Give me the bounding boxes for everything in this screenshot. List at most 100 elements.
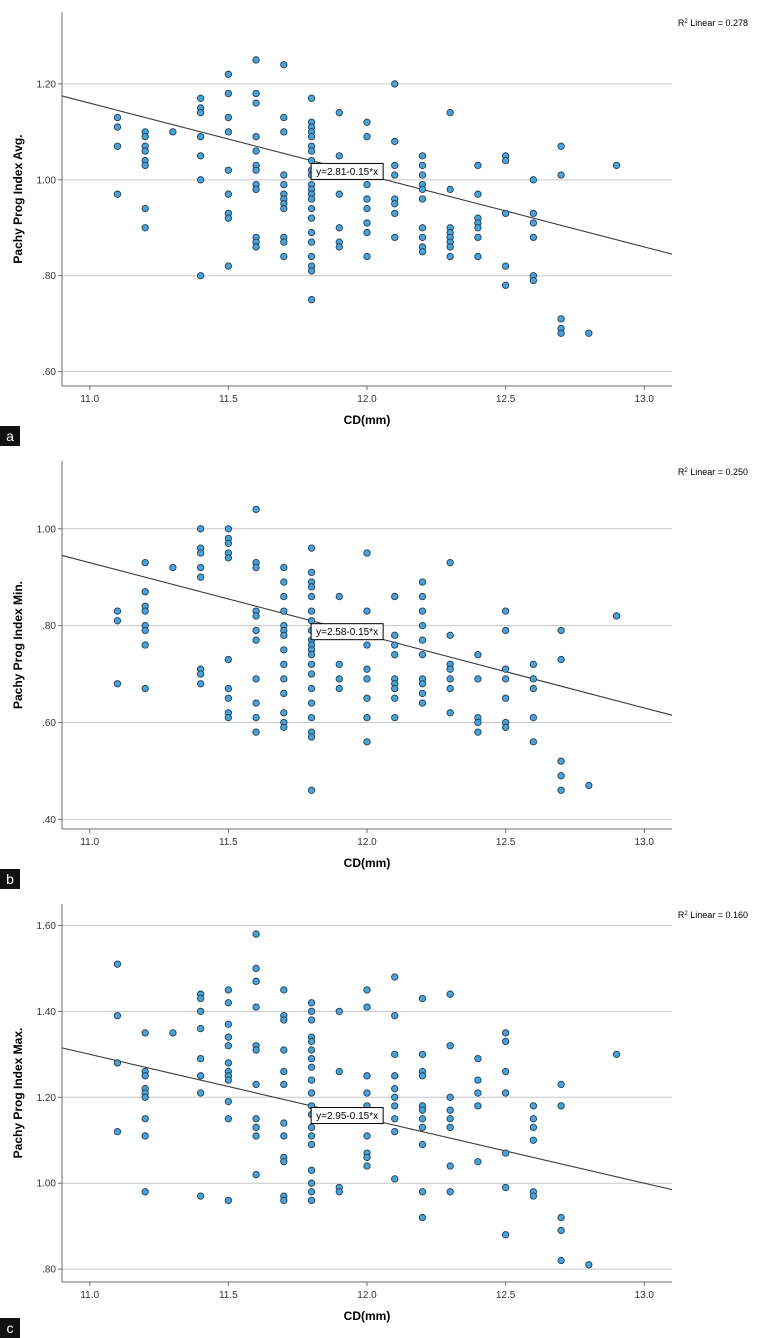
- data-point: [418, 1213, 427, 1222]
- panel-letter-box: [0, 426, 20, 446]
- data-point: [280, 128, 288, 136]
- x-tick-label: 13.0: [635, 1290, 655, 1301]
- data-point: [252, 977, 260, 985]
- equation-box: [310, 162, 384, 180]
- data-point: [252, 675, 260, 683]
- data-point: [529, 1102, 538, 1110]
- data-point: [307, 252, 316, 261]
- data-point: [446, 1042, 454, 1050]
- x-tick-label: 12.5: [496, 1290, 516, 1301]
- data-point: [391, 1050, 399, 1058]
- data-point: [224, 1196, 233, 1205]
- data-point: [418, 680, 427, 688]
- data-point: [418, 1106, 427, 1114]
- data-point: [501, 1183, 510, 1192]
- data-point: [474, 252, 482, 261]
- data-point: [529, 1192, 538, 1200]
- data-point: [196, 1054, 205, 1063]
- data-point: [363, 986, 371, 994]
- x-tick-label: 11.5: [219, 837, 238, 848]
- equation-label: y=2.58-0.15*x: [310, 623, 384, 641]
- data-point: [307, 1076, 316, 1084]
- data-point: [252, 1046, 260, 1054]
- data-point: [391, 1072, 399, 1080]
- data-point: [113, 680, 122, 688]
- data-point: [252, 563, 260, 572]
- data-point: [446, 709, 454, 717]
- data-point: [391, 713, 399, 722]
- data-point: [280, 709, 288, 717]
- equation-label: y=2.95-0.15*x: [310, 1107, 384, 1125]
- data-point: [280, 689, 288, 698]
- data-point: [252, 1080, 260, 1089]
- data-point: [252, 1132, 260, 1140]
- data-point: [224, 70, 233, 78]
- data-point: [363, 665, 371, 673]
- data-point: [501, 1067, 510, 1076]
- data-point: [418, 185, 427, 194]
- data-point: [307, 195, 316, 203]
- data-point: [280, 1132, 288, 1140]
- data-point: [307, 786, 316, 794]
- data-point: [224, 166, 233, 174]
- data-point: [529, 684, 538, 693]
- data-point: [224, 694, 233, 702]
- data-point: [141, 559, 149, 567]
- data-point: [307, 214, 316, 222]
- data-point: [307, 607, 316, 615]
- data-point: [224, 655, 233, 664]
- data-point: [224, 999, 233, 1007]
- r2-label: R2 Linear = 0.250: [678, 467, 748, 477]
- data-point: [501, 723, 510, 731]
- data-point: [446, 1115, 454, 1123]
- data-point: [307, 1054, 316, 1063]
- data-point: [224, 1115, 233, 1123]
- data-point: [391, 209, 399, 218]
- data-point: [196, 1072, 205, 1080]
- data-point: [141, 607, 149, 615]
- data-point: [557, 171, 565, 179]
- data-point: [280, 646, 288, 654]
- data-point: [391, 1128, 399, 1136]
- data-point: [307, 1046, 316, 1054]
- data-point: [280, 238, 288, 246]
- data-point: [307, 238, 316, 246]
- data-point: [280, 660, 288, 669]
- data-point: [113, 142, 122, 150]
- data-point: [335, 243, 343, 251]
- y-axis-label: Pachy Prog Index Min.: [11, 581, 25, 709]
- equation-label: y=2.81-0.15*x: [310, 162, 384, 180]
- data-point: [557, 1213, 565, 1222]
- data-point: [307, 544, 316, 552]
- data-point: [363, 694, 371, 702]
- data-point: [363, 1153, 371, 1162]
- data-point: [529, 660, 538, 669]
- data-point: [501, 281, 510, 289]
- data-point: [418, 195, 427, 203]
- data-point: [196, 525, 205, 533]
- data-point: [307, 204, 316, 213]
- x-tick-label: 11.5: [219, 394, 238, 405]
- data-point: [280, 171, 288, 179]
- data-point: [418, 248, 427, 256]
- data-point: [529, 1115, 538, 1123]
- data-point: [446, 185, 454, 194]
- scatter-panel-a: .60 .80 1.00 1.20 11.0 11.5 12.0 12.5 13.0 CD(mm)…: [0, 12, 748, 446]
- x-tick-label: 12.5: [496, 394, 516, 405]
- data-point: [141, 133, 149, 141]
- data-point: [224, 214, 233, 222]
- data-point: [280, 986, 288, 994]
- data-point: [307, 660, 316, 669]
- data-point: [501, 1149, 510, 1157]
- data-point: [501, 262, 510, 270]
- data-point: [280, 180, 288, 189]
- data-point: [141, 1188, 149, 1196]
- data-point: [224, 190, 233, 198]
- equation-box: [310, 623, 384, 641]
- data-point: [363, 1072, 371, 1080]
- data-point: [557, 786, 565, 794]
- data-point: [585, 781, 593, 790]
- data-point: [307, 267, 316, 275]
- data-point: [501, 1037, 510, 1046]
- data-point: [363, 252, 371, 261]
